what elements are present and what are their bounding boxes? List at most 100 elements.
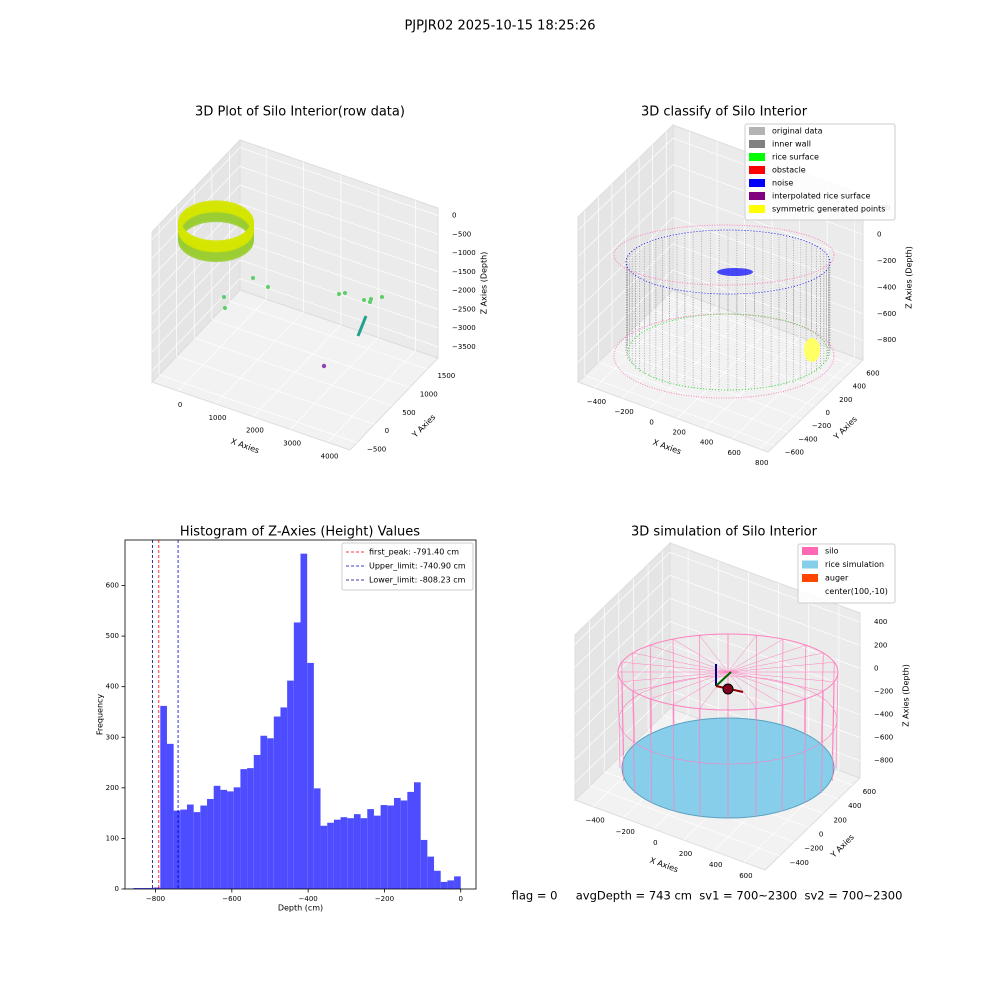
y-tick-label: 500 [402,409,415,417]
point-cloud-ring [178,200,254,245]
silo-wire [672,671,729,706]
bar [140,887,147,889]
scatter-point [321,363,327,369]
grid-line [598,361,789,433]
bar [320,825,328,889]
bar [153,887,161,889]
z-tick-label: 0 [874,664,878,672]
grid-line [669,551,861,623]
grid-line [151,259,241,353]
y-tick-label: −500 [367,446,386,454]
y-tick-label: 100 [106,834,119,842]
silo-wire [632,671,729,692]
x-tick-label: −400 [585,817,604,825]
bar [380,805,388,889]
x-tick-label: 0 [649,418,653,426]
chart-title: 3D classify of Silo Interior [641,105,808,120]
x-tick-label: −400 [587,398,606,406]
grid-line [158,374,358,443]
silo-wire [727,661,835,673]
bar [293,622,301,889]
legend-label: rice simulation [825,560,884,569]
grid-line [151,222,241,315]
y-tick-label: 1000 [420,390,438,398]
grid-line [151,184,241,278]
grid-line [669,667,861,738]
bar [333,819,341,889]
scatter-point [266,285,270,289]
z-tick-label: −2000 [452,287,476,295]
x-tick-label: 600 [739,872,752,880]
legend-swatch [802,560,818,569]
legend-swatch [749,179,765,187]
legend-box [744,123,896,221]
bar [213,785,221,889]
scatter-streak [356,315,368,337]
x-tick-label: 3000 [283,439,301,447]
legend-box [341,542,474,591]
bar [133,887,141,889]
grid-line [669,621,861,692]
figure-title: PJPJR02 2025-10-15 18:25:26 [404,19,595,34]
grid-line [574,551,671,645]
y-tick-label: 200 [833,816,846,824]
y-tick-label: −400 [790,859,809,867]
x-tick-label: −600 [222,895,241,903]
legend-swatch [749,140,765,148]
bar [414,782,421,889]
z-tick-label: 400 [874,618,887,626]
y-tick-label: 200 [839,396,852,404]
plot-frame [124,539,477,890]
grid-line [151,278,241,371]
silo-wire [699,635,729,673]
bar [233,787,241,889]
scatter-point [380,295,384,299]
x-axis-label: Depth (cm) [278,904,323,913]
bar [373,815,381,889]
grid-line [611,348,803,420]
grid-line [669,574,861,646]
y-axis-label: Frequency [96,694,105,736]
z-axis-label: Z Axies (Depth) [902,664,911,727]
scatter-point [343,291,347,295]
bar [353,814,361,889]
chart-title: Histogram of Z-Axies (Height) Values [180,525,420,540]
grid-line [652,309,843,381]
x-axis-label: X Axies [649,856,680,875]
noise-cluster [717,268,753,276]
bar [280,707,288,889]
x-tick-label: −200 [616,828,635,836]
legend-label: interpolated rice surface [772,192,870,201]
z-tick-label: −1000 [452,249,476,257]
legend-label: rice surface [772,153,819,162]
bar [273,716,281,889]
silo-wire [727,638,784,673]
y-tick-label: 0 [115,885,119,893]
bar [200,805,208,889]
legend-swatch [802,574,818,582]
bar [420,839,428,889]
grid-line [194,337,393,407]
grid-line [574,598,671,691]
silo-rim [617,633,839,711]
silo-wire [727,644,806,673]
grid-line [176,355,375,425]
bar [287,680,294,889]
bar [313,788,321,889]
bar [347,818,354,889]
z-tick-label: −600 [874,734,893,742]
z-tick-label: −2500 [452,305,476,313]
grid-line [239,240,439,310]
legend-label: obstacle [772,166,806,175]
bar [166,743,174,889]
y-tick-label: 400 [848,802,861,810]
scatter-point [337,292,341,296]
grid-line [672,269,864,341]
y-tick-label: −400 [798,435,817,443]
footer-text: flag = 0 avgDepth = 743 cm sv1 = 700~230… [512,889,903,903]
legend-label: noise [772,179,793,188]
y-tick-label: 500 [106,632,119,640]
z-tick-label: 0 [452,212,456,220]
z-tick-label: −3000 [452,324,476,332]
